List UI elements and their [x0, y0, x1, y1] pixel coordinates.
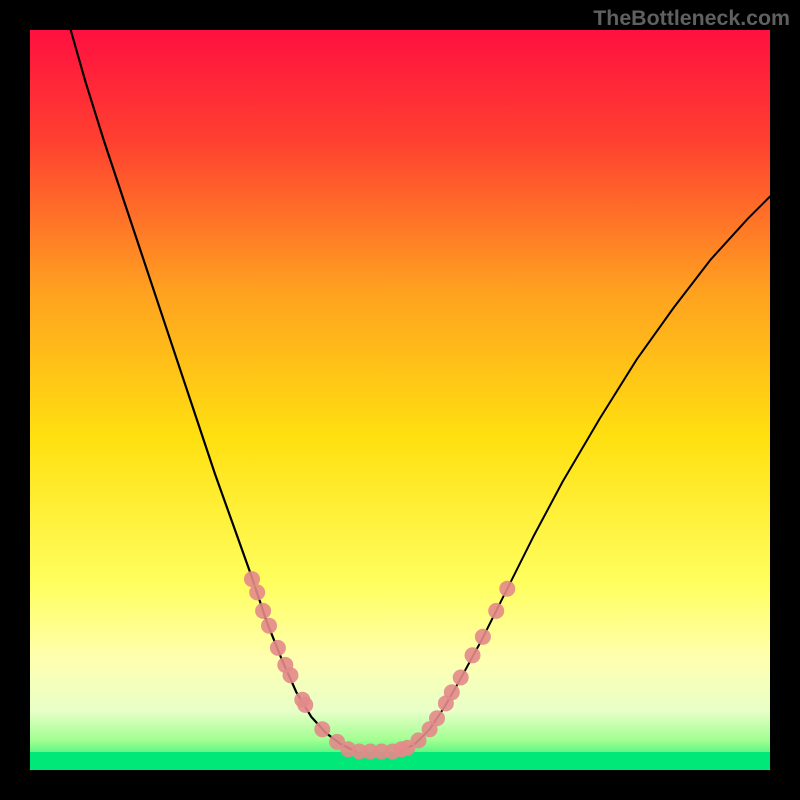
bottleneck-chart [0, 0, 800, 800]
data-marker [465, 647, 481, 663]
data-marker [499, 581, 515, 597]
data-marker [297, 697, 313, 713]
data-marker [453, 670, 469, 686]
data-marker [488, 603, 504, 619]
data-marker [249, 584, 265, 600]
data-marker [444, 684, 460, 700]
watermark-text: TheBottleneck.com [593, 6, 790, 31]
data-marker [475, 629, 491, 645]
data-marker [270, 640, 286, 656]
data-marker [261, 618, 277, 634]
data-marker [255, 603, 271, 619]
plot-background [30, 30, 770, 770]
chart-frame: TheBottleneck.com [0, 0, 800, 800]
data-marker [282, 667, 298, 683]
data-marker [429, 710, 445, 726]
data-marker [314, 721, 330, 737]
